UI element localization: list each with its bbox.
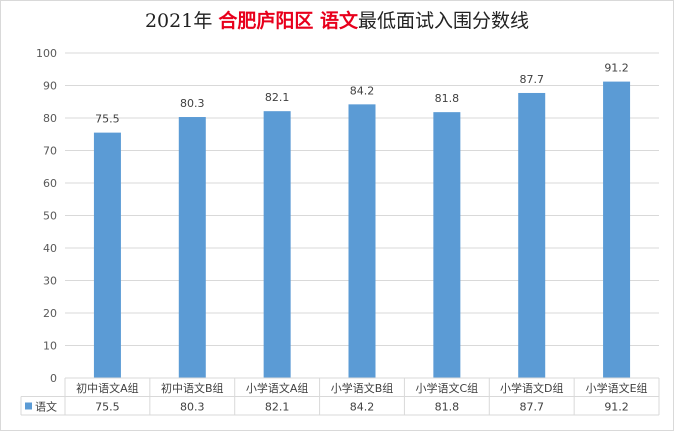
y-tick-label: 50	[43, 210, 57, 223]
bar	[433, 112, 461, 379]
x-tick-label: 初中语文B组	[161, 381, 224, 395]
y-tick-label: 80	[43, 112, 57, 125]
legend-series-name: 语文	[35, 400, 57, 414]
y-tick-label: 10	[43, 340, 57, 353]
data-label: 84.2	[350, 84, 375, 97]
chart-title-part: 语文	[320, 9, 359, 32]
data-labels: 75.5 80.3 82.1 84.2 81.8 87.7 91.2	[95, 62, 629, 126]
x-tick-label: 小学语文B组	[331, 381, 394, 395]
y-tick-label: 40	[43, 242, 57, 255]
data-label: 75.5	[95, 113, 120, 126]
bar	[518, 92, 546, 378]
chart-title: 2021年 合肥庐阳区 语文最低面试入围分数线	[145, 9, 529, 32]
bar	[263, 111, 291, 379]
data-label: 81.8	[435, 92, 460, 105]
data-label: 91.2	[604, 62, 629, 75]
table-value: 84.2	[350, 401, 375, 414]
chart-title-part: 2021年	[145, 10, 218, 32]
x-tick-label: 小学语文A组	[246, 381, 309, 395]
table-value: 91.2	[604, 401, 629, 414]
x-tick-label: 小学语文C组	[416, 381, 479, 395]
y-tick-label: 60	[43, 177, 57, 190]
data-label: 80.3	[180, 97, 205, 110]
y-axis: 0 10 20 30 40 50 60 70 80 90 100	[36, 47, 57, 385]
y-tick-label: 90	[43, 80, 57, 93]
table-value: 81.8	[435, 401, 460, 414]
x-tick-label: 小学语文D组	[500, 381, 563, 395]
table-value: 75.5	[95, 401, 120, 414]
table-value: 80.3	[180, 401, 205, 414]
data-label: 87.7	[519, 73, 544, 86]
chart-title-part: 最低面试入围分数线	[358, 10, 529, 32]
y-tick-label: 70	[43, 145, 57, 158]
data-table: 初中语文A组 75.5 初中语文B组 80.3 小学语文A组 82.1 小学语文B组 84.2…	[20, 377, 660, 416]
bar	[93, 132, 121, 378]
data-label: 82.1	[265, 91, 290, 104]
x-tick-label: 小学语文E组	[586, 381, 648, 395]
legend-swatch	[25, 402, 32, 410]
bars	[93, 81, 631, 379]
y-tick-label: 0	[50, 372, 57, 385]
bar	[603, 81, 631, 378]
bar	[348, 104, 376, 378]
x-tick-label: 初中语文A组	[76, 381, 139, 395]
chart-title-part: 合肥庐阳区	[218, 9, 320, 32]
bar	[178, 117, 206, 379]
y-tick-label: 30	[43, 275, 57, 288]
y-tick-label: 100	[36, 47, 57, 60]
table-value: 82.1	[265, 401, 290, 414]
table-value: 87.7	[519, 401, 544, 414]
y-tick-label: 20	[43, 307, 57, 320]
